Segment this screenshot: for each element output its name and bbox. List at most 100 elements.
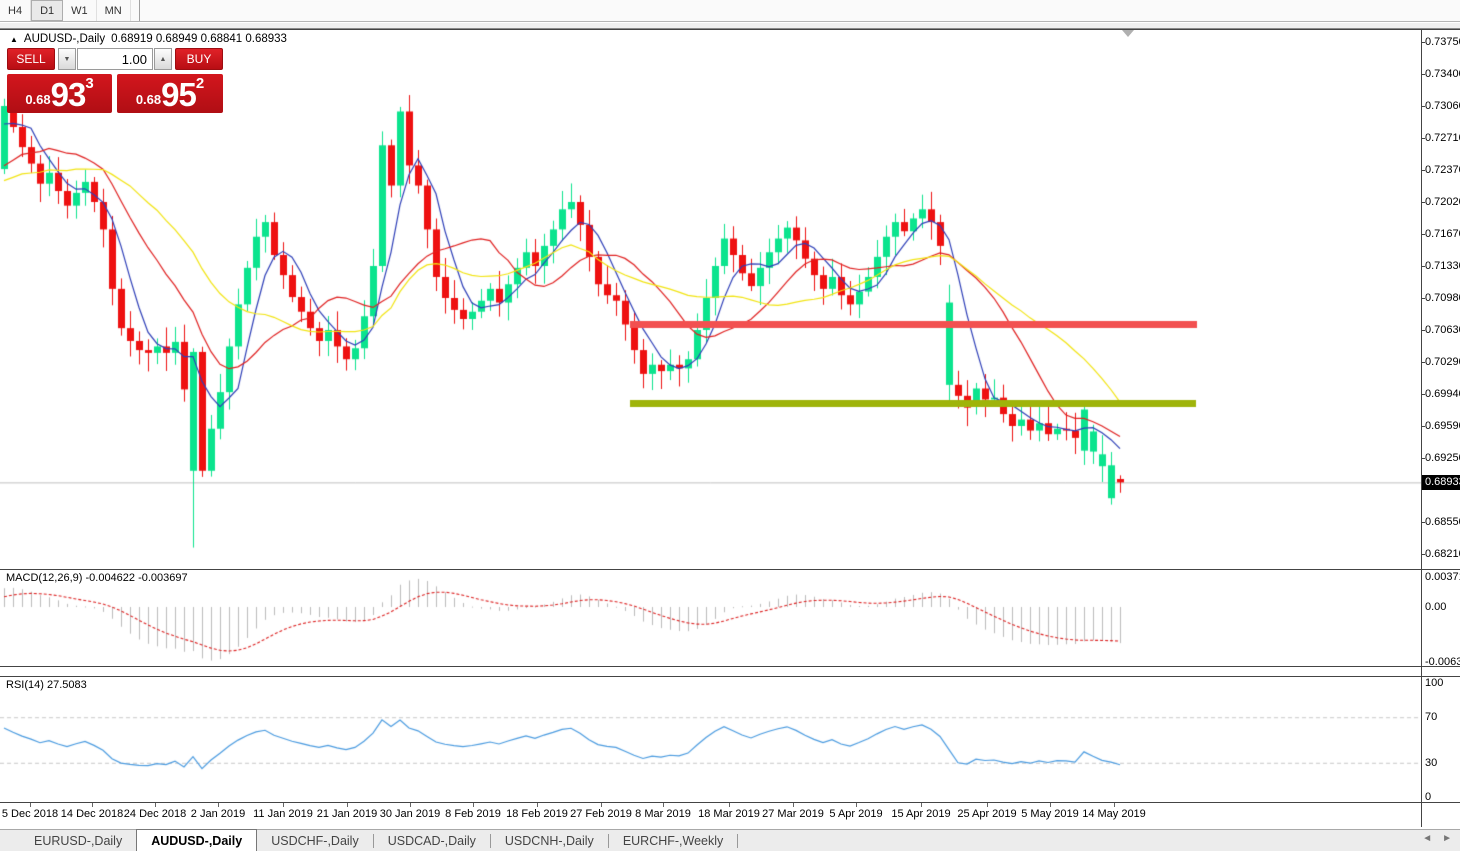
sell-price-base: 0.68 [25, 92, 51, 107]
sell-price-tile[interactable]: 0.68 93 3 [7, 74, 112, 113]
date-axis-label: 24 Dec 2018 [123, 808, 187, 820]
date-axis-label: 21 Jan 2019 [316, 808, 378, 820]
symbol-tab-separator [607, 833, 609, 848]
rsi-indicator-canvas[interactable] [0, 677, 1421, 802]
indicator-axis-label: 100 [1425, 677, 1444, 689]
date-axis-tick [921, 803, 922, 807]
date-axis-tick [155, 803, 156, 807]
date-axis-label: 30 Jan 2019 [379, 808, 441, 820]
rsi-pane-top-border [0, 676, 1460, 677]
date-axis-label: 15 Apr 2019 [891, 808, 951, 820]
buy-price-tile[interactable]: 0.68 95 2 [117, 74, 223, 113]
symbol-tab-usdchf-daily[interactable]: USDCHF-,Daily [271, 833, 359, 848]
price-axis-tick [1421, 138, 1425, 139]
one-click-trading-panel: SELL ▼ ▲ BUY 0.68 93 3 0.68 95 2 [7, 48, 229, 113]
date-axis-label: 8 Feb 2019 [445, 808, 501, 820]
buy-price-pips: 95 [161, 76, 197, 113]
price-axis-tick [1421, 74, 1425, 75]
price-axis-tick [1421, 330, 1425, 331]
chart-shift-marker[interactable] [1122, 30, 1134, 37]
symbol-tab-separator [489, 833, 491, 848]
buy-price-base: 0.68 [135, 92, 162, 107]
volume-down-icon[interactable]: ▼ [58, 48, 76, 70]
price-axis-tick [1421, 362, 1425, 363]
scroll-right-icon[interactable]: ► [1442, 833, 1452, 844]
timeframe-tab-d1[interactable]: D1 [31, 0, 64, 21]
indicator-axis-label: 70 [1425, 711, 1438, 723]
date-axis-tick [347, 803, 348, 807]
date-axis-tick [473, 803, 474, 807]
main-chart-canvas[interactable] [0, 30, 1421, 568]
timeframe-tab-w1[interactable]: W1 [63, 0, 97, 21]
date-axis-tick [1050, 803, 1051, 807]
rsi-label: RSI(14) 27.5083 [6, 679, 87, 691]
price-axis-tick [1421, 426, 1425, 427]
price-axis-tick [1421, 170, 1425, 171]
date-axis-tick [410, 803, 411, 807]
date-axis-tick [856, 803, 857, 807]
date-axis-tick [283, 803, 284, 807]
price-axis-tick [1421, 106, 1425, 107]
macd-pane-bottom-border[interactable] [0, 666, 1460, 667]
date-axis-tick [793, 803, 794, 807]
chart-title: ▲ AUDUSD-,Daily 0.68919 0.68949 0.68841 … [10, 33, 287, 45]
timeframe-tab-h4[interactable]: H4 [0, 0, 32, 21]
sell-price-pips: 93 [50, 76, 87, 113]
indicator-axis-label: 30 [1425, 757, 1438, 769]
date-axis-label: 27 Feb 2019 [570, 808, 632, 820]
buy-button[interactable]: BUY [175, 48, 223, 70]
toolbar-divider [138, 0, 140, 21]
date-axis-label: 5 Apr 2019 [829, 808, 883, 820]
chart-ohlc-values: 0.68919 0.68949 0.68841 0.68933 [111, 33, 287, 45]
date-axis-label: 25 Apr 2019 [957, 808, 1017, 820]
timeframe-tab-mn[interactable]: MN [97, 0, 131, 21]
volume-up-icon[interactable]: ▲ [154, 48, 172, 70]
chart-symbol-label: AUDUSD-,Daily [23, 33, 106, 45]
indicator-axis-label: 0 [1425, 791, 1432, 803]
date-axis-label: 2 Jan 2019 [190, 808, 246, 820]
scroll-left-icon[interactable]: ◄ [1422, 833, 1433, 844]
date-axis-tick [663, 803, 664, 807]
symbol-tab-audusd-daily[interactable]: AUDUSD-,Daily [136, 829, 258, 851]
symbol-tab-eurusd-daily[interactable]: EURUSD-,Daily [34, 833, 123, 848]
symbol-tab-usdcad-daily[interactable]: USDCAD-,Daily [387, 833, 476, 848]
indicator-axis-label: 0.003718 [1425, 571, 1460, 583]
collapse-panel-icon[interactable]: ▲ [10, 34, 18, 44]
current-price-tag: 0.68933 [1422, 475, 1460, 490]
symbol-tab-eurchf-weekly[interactable]: EURCHF-,Weekly [622, 833, 724, 848]
price-axis-tick [1421, 42, 1425, 43]
chart-top-border [0, 29, 1460, 30]
date-axis-tick [30, 803, 31, 807]
indicator-axis-label: 0.00 [1425, 601, 1447, 613]
macd-label: MACD(12,26,9) -0.004622 -0.003697 [6, 572, 188, 584]
date-axis-tick [987, 803, 988, 807]
macd-indicator-canvas[interactable] [0, 571, 1421, 666]
price-axis-tick [1421, 298, 1425, 299]
indicator-axis-label: -0.006344 [1425, 656, 1460, 668]
main-pane-bottom-border[interactable] [0, 569, 1460, 570]
symbol-tab-usdcnh-daily[interactable]: USDCNH-,Daily [504, 833, 594, 848]
date-axis-label: 27 Mar 2019 [762, 808, 824, 820]
price-axis-tick [1421, 266, 1425, 267]
date-axis-label: 11 Jan 2019 [253, 808, 313, 820]
sell-button[interactable]: SELL [7, 48, 55, 70]
price-axis-tick [1421, 554, 1425, 555]
volume-input[interactable] [77, 48, 153, 70]
date-axis-tick [92, 803, 93, 807]
price-axis-tick [1421, 458, 1425, 459]
